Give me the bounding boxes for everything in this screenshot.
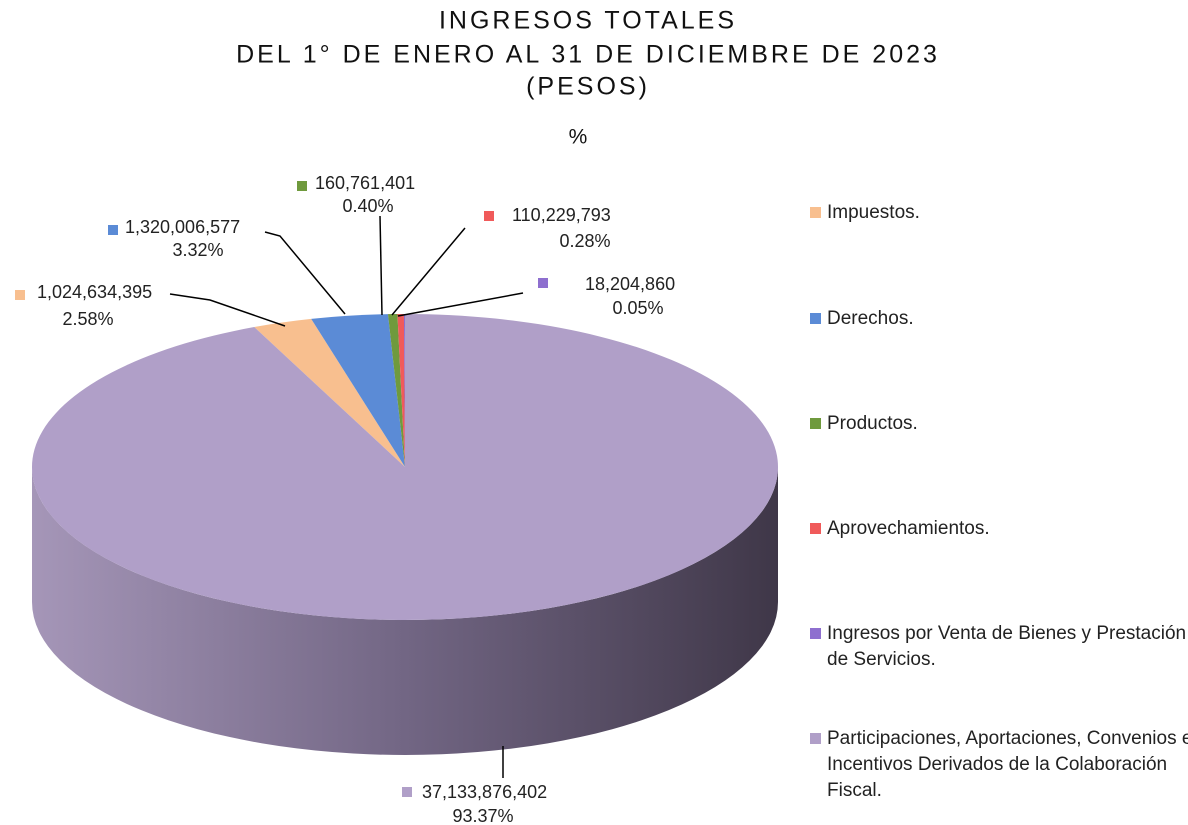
value-label: 1,320,006,577: [125, 217, 240, 237]
label-marker: [402, 787, 412, 797]
slice: [397, 314, 405, 467]
percent-label: 0.28%: [559, 231, 610, 251]
legend-swatch: [810, 733, 821, 744]
chart-title: (PESOS): [526, 73, 650, 101]
percent-label: 2.58%: [62, 309, 113, 329]
value-label: 110,229,793: [512, 205, 611, 225]
chart-title: INGRESOS TOTALES: [439, 7, 737, 35]
leader-line: [391, 227, 466, 316]
slice: [403, 314, 405, 467]
value-label: 1,024,634,395: [37, 282, 152, 302]
label-marker: [484, 211, 494, 221]
legend-label: Participaciones, Aportaciones, Convenios…: [827, 728, 1188, 801]
label-marker: [297, 181, 307, 191]
leader-line: [379, 215, 383, 316]
legend-swatch: [810, 207, 821, 218]
label-marker: [15, 290, 25, 300]
legend-label: Ingresos por Venta de Bienes y Prestació…: [827, 623, 1187, 670]
slice: [387, 314, 405, 467]
percent-label: 0.05%: [612, 298, 663, 318]
legend-entry: Aprovechamientos.: [810, 516, 1188, 542]
slice: [311, 314, 405, 467]
value-label: 18,204,860: [585, 274, 675, 294]
chart-subtitle: %: [569, 126, 588, 149]
legend-entry: Impuestos.: [810, 200, 1188, 226]
legend-label: Productos.: [827, 413, 918, 434]
legend-label: Derechos.: [827, 308, 914, 329]
percent-label: 3.32%: [172, 240, 223, 260]
slice-side: [32, 467, 778, 755]
legend-label: Aprovechamientos.: [827, 518, 990, 539]
label-marker: [538, 278, 548, 288]
slice: [31, 314, 778, 621]
leader-line: [397, 292, 524, 317]
legend-entry: Participaciones, Aportaciones, Convenios…: [810, 726, 1188, 804]
chart-title: DEL 1° DE ENERO AL 31 DE DICIEMBRE DE 20…: [236, 41, 940, 69]
legend-label: Impuestos.: [827, 202, 920, 223]
value-label: 37,133,876,402: [422, 782, 547, 802]
legend-swatch: [810, 628, 821, 639]
leader-line: [169, 293, 286, 327]
legend-entry: Ingresos por Venta de Bienes y Prestació…: [810, 621, 1188, 673]
percent-label: 93.37%: [452, 806, 513, 825]
value-label: 160,761,401: [315, 173, 415, 193]
label-marker: [108, 225, 118, 235]
legend-entry: Derechos.: [810, 306, 1188, 332]
leader-line: [264, 231, 346, 315]
legend-swatch: [810, 523, 821, 534]
percent-label: 0.40%: [342, 196, 393, 216]
legend-swatch: [810, 313, 821, 324]
legend-swatch: [810, 418, 821, 429]
legend-entry: Productos.: [810, 411, 1188, 437]
slice: [254, 318, 405, 467]
